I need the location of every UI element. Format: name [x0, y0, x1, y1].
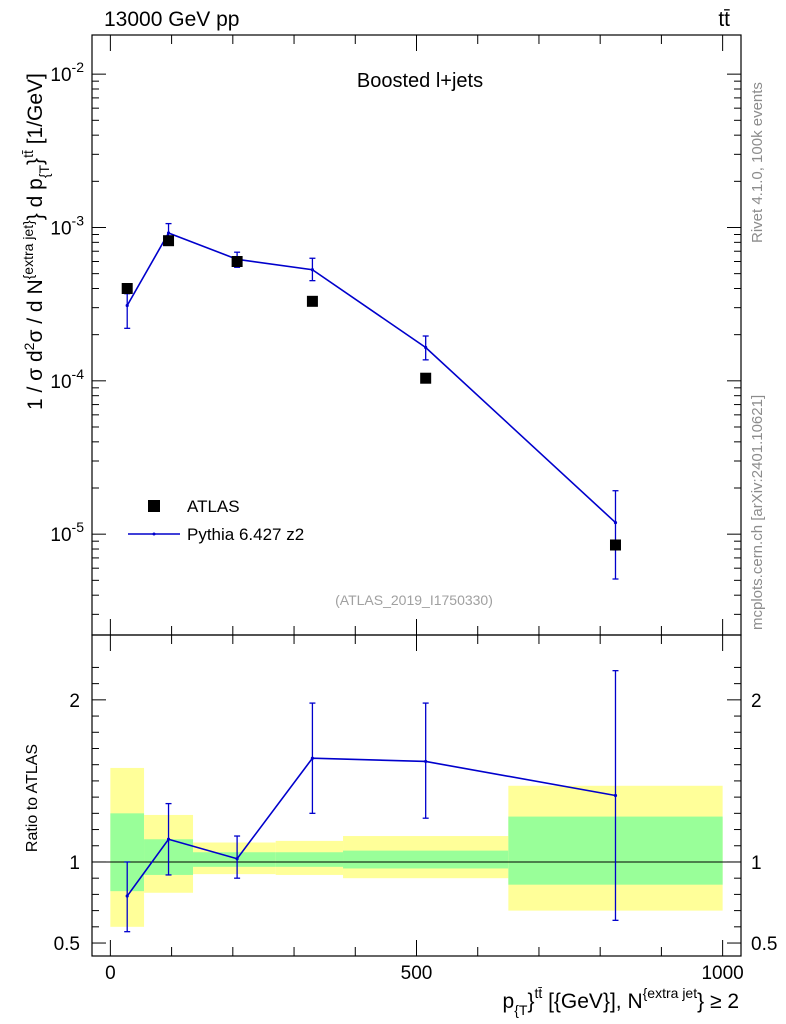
x-tick-label: 500: [401, 963, 433, 984]
main-y-axis-label: 1 / σ d2σ / d N{extra jet}} d p{T}tt̄ [1…: [20, 73, 52, 410]
mc-series-ratio: [124, 670, 619, 933]
ratio-mc-point: [424, 759, 428, 764]
ratio-mc-point: [125, 894, 129, 898]
mc-point: [424, 345, 428, 350]
x-tick-label: 0: [105, 963, 116, 984]
green-band: [275, 852, 344, 867]
mc-series-main: [124, 222, 619, 580]
main-panel: 10-2 10-3 10-4 10-5 Boosted l+jets (ATLAS_2…: [50, 34, 742, 636]
data-point: [306, 295, 318, 307]
data-point: [121, 283, 133, 295]
ratio-mc-point: [310, 756, 315, 760]
data-point: [163, 235, 175, 247]
mc-point: [310, 268, 315, 272]
ratio-y-tick-label-right: 2: [751, 691, 762, 712]
mc-point: [613, 520, 618, 525]
main-y-tick-label: 10-5: [50, 519, 84, 546]
energy-label: 13000 GeV pp: [104, 8, 239, 31]
main-y-tick-labels: 10-2 10-3 10-4 10-5: [50, 59, 84, 546]
mcplots-label: mcplots.cern.ch [arXiv:2401.10621]: [749, 395, 766, 630]
mc-point: [125, 303, 129, 308]
legend-mc-marker: [152, 532, 156, 536]
ratio-axis-ticks: [92, 635, 741, 956]
data-point: [609, 539, 621, 551]
ratio-uncertainty-bands: [110, 767, 723, 927]
legend: ATLAS Pythia 6.427 z2: [128, 497, 304, 544]
mc-line: [126, 232, 617, 524]
main-y-tick-label: 10-4: [50, 366, 84, 393]
data-point: [231, 256, 243, 268]
chart-title: Boosted l+jets: [357, 70, 483, 92]
analysis-tag: (ATLAS_2019_I1750330): [335, 592, 493, 608]
ratio-y-tick-label-left: 2: [69, 691, 80, 712]
x-tick-label: 1000: [701, 963, 743, 984]
main-y-tick-label: 10-3: [50, 212, 84, 239]
ratio-mc-point: [166, 837, 171, 841]
legend-data-label: ATLAS: [187, 497, 240, 516]
main-y-tick-label: 10-2: [50, 59, 84, 86]
x-axis-label: p{T}tt̄ [{GeV}], N{extra jet} ≥ 2: [503, 985, 739, 1018]
green-band: [343, 850, 509, 869]
main-x-ticks: [109, 35, 724, 635]
ratio-mc-point: [235, 857, 239, 861]
main-plot-frame: [91, 34, 742, 636]
main-y-ticks: [92, 73, 741, 615]
ratio-mc-point: [613, 793, 618, 798]
ratio-mc-line: [126, 757, 616, 897]
ratio-y-tick-label-right: 0.5: [751, 934, 777, 955]
legend-data-marker: [148, 500, 160, 512]
green-band: [193, 852, 276, 867]
ratio-y-tick-label-left: 1: [69, 853, 80, 874]
mc-point: [166, 231, 171, 235]
ratio-y-axis-label: Ratio to ATLAS: [24, 744, 41, 852]
ratio-y-tick-label-left: 0.5: [54, 934, 80, 955]
process-label: tt̄: [718, 8, 730, 31]
ratio-panel: 0.5 0.5 1 1 2 2 0 500 1000: [54, 634, 778, 984]
legend-mc-label: Pythia 6.427 z2: [187, 525, 304, 544]
data-point: [420, 372, 432, 384]
ratio-y-tick-label-right: 1: [751, 853, 762, 874]
ratio-tick-labels: 0.5 0.5 1 1 2 2 0 500 1000: [54, 691, 778, 984]
rivet-version-label: Rivet 4.1.0, 100k events: [749, 82, 766, 243]
data-series-main: [121, 235, 621, 551]
